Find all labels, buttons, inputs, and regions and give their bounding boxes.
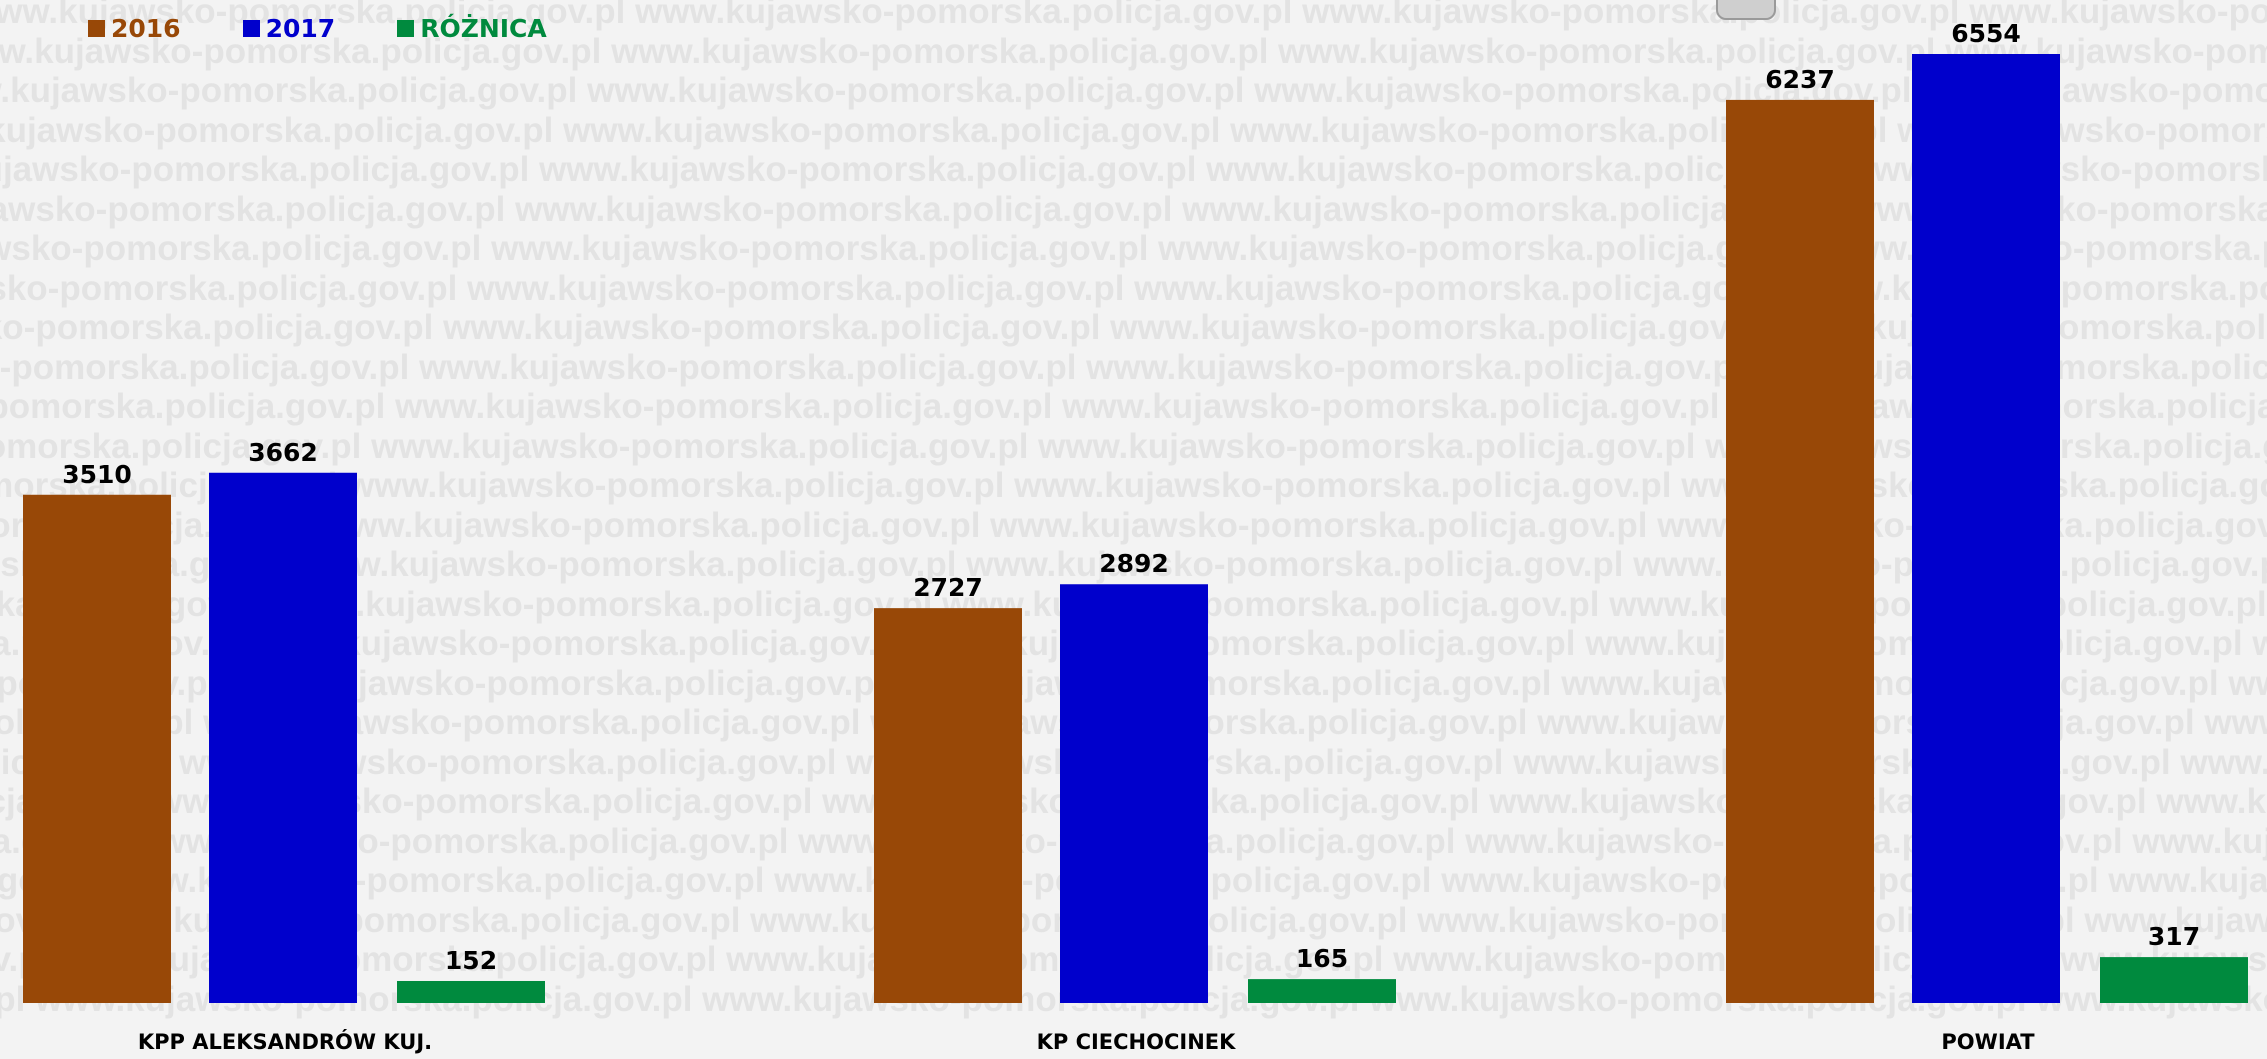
category-label: POWIAT	[1941, 1030, 2035, 1054]
data-label: 3510	[62, 460, 132, 489]
data-label: 165	[1296, 944, 1348, 973]
category-label: KPP ALEKSANDRÓW KUJ.	[138, 1029, 432, 1054]
data-label: 152	[445, 946, 497, 975]
legend-item: 2016	[88, 14, 181, 43]
bar-2017	[1060, 584, 1208, 1003]
data-label: 317	[2148, 922, 2200, 951]
bar-2016	[1726, 99, 1874, 1003]
legend-item: 2017	[242, 13, 336, 43]
legend-label: 2017	[265, 13, 336, 43]
legend-swatch	[397, 19, 415, 37]
bar-różnica	[397, 980, 545, 1003]
legend: 2016 2017 RÓŻNICA	[88, 8, 609, 48]
data-label: 2892	[1099, 549, 1169, 578]
legend-label: 2016	[111, 13, 181, 43]
bar-2016	[874, 608, 1022, 1003]
category-label: KP CIECHOCINEK	[1037, 1030, 1237, 1054]
bar-2017	[1912, 54, 2060, 1003]
data-label: 6237	[1765, 65, 1835, 94]
data-label: 3662	[248, 438, 318, 467]
legend-swatch	[242, 19, 260, 37]
legend-item: RÓŻNICA	[397, 14, 547, 43]
bar-różnica	[2100, 957, 2248, 1003]
bar-różnica	[1248, 979, 1396, 1003]
partial-shape	[1716, 0, 1776, 20]
data-label: 6554	[1951, 19, 2021, 48]
bar-2017	[209, 472, 357, 1003]
legend-label: RÓŻNICA	[420, 13, 547, 43]
data-label: 2727	[913, 573, 983, 602]
legend-swatch	[88, 19, 105, 37]
bar-2016	[23, 494, 171, 1003]
